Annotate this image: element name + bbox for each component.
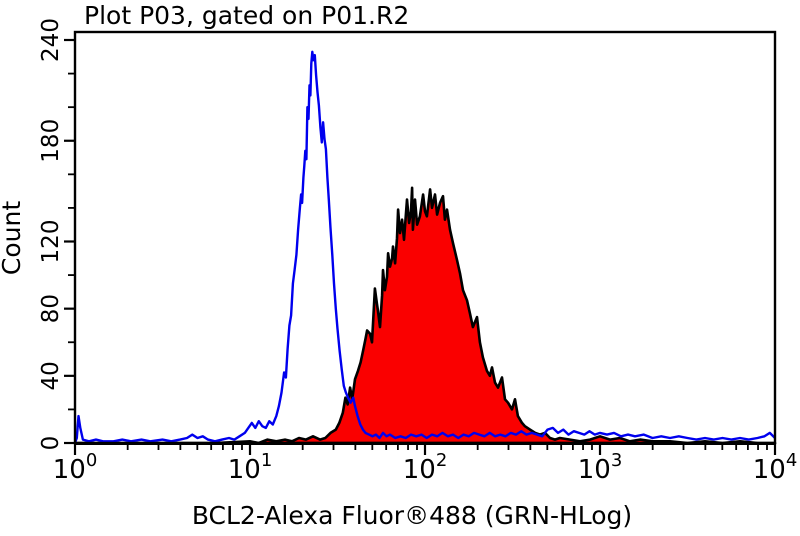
red-filled-histogram-curve — [73, 186, 777, 445]
y-tick-label: 180 — [38, 119, 64, 163]
y-tick-label: 120 — [38, 220, 64, 264]
x-tick-label: 103 — [578, 450, 623, 485]
y-tick-label: 0 — [38, 436, 64, 451]
plot-title: Plot P03, gated on P01.R2 — [84, 1, 409, 30]
y-tick-label: 240 — [38, 18, 64, 62]
x-tick-label: 102 — [403, 450, 448, 485]
x-axis-title: BCL2-Alexa Fluor®488 (GRN-HLog) — [192, 501, 632, 530]
y-axis-title: Count — [0, 201, 26, 275]
blue-open-histogram-curve — [73, 50, 776, 444]
histogram-curves-group — [73, 50, 777, 445]
y-tick-label: 40 — [38, 361, 64, 390]
x-tick-label: 101 — [228, 450, 273, 485]
x-tick-label: 104 — [753, 450, 798, 485]
plot-frame-group — [73, 30, 777, 445]
x-tick-label: 100 — [53, 450, 98, 485]
y-tick-label: 80 — [38, 294, 64, 323]
